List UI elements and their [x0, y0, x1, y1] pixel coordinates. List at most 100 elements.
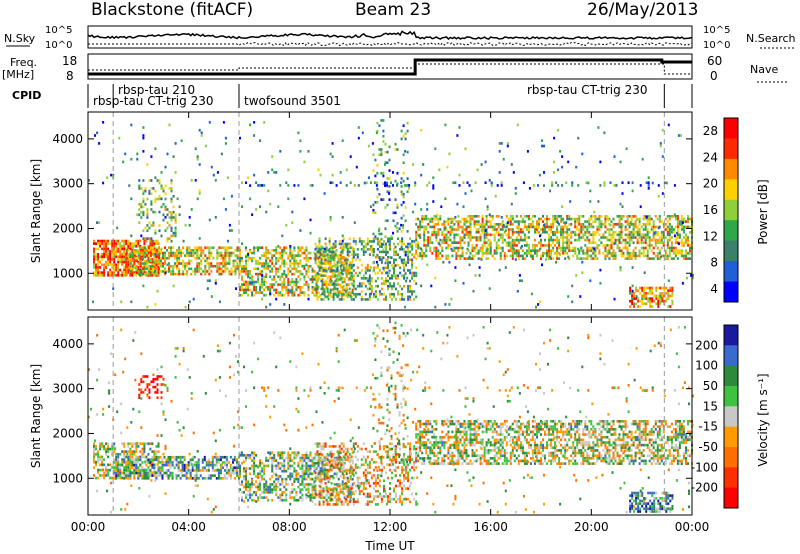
power-data-cell: [374, 201, 377, 204]
power-data-cell: [556, 230, 559, 234]
power-data-cell: [166, 263, 169, 267]
velocity-data-cell: [145, 463, 148, 467]
power-data-cell: [291, 272, 294, 276]
velocity-data-cell: [169, 466, 172, 470]
power-data-cell: [431, 252, 434, 255]
power-data-cell: [143, 266, 146, 269]
power-data-cell: [314, 253, 317, 256]
power-data-cell: [469, 230, 472, 234]
power-data-cell: [515, 236, 518, 239]
power-colorbar-tick: 12: [703, 229, 718, 243]
velocity-data-cell: [107, 471, 110, 475]
power-data-cell: [501, 241, 504, 245]
power-data-cell: [680, 252, 683, 255]
power-data-cell: [391, 274, 394, 278]
power-data-cell: [464, 221, 467, 224]
power-data-cell: [680, 244, 683, 247]
power-data-cell: [606, 236, 609, 239]
power-data-cell: [196, 157, 199, 161]
power-data-cell: [391, 298, 394, 301]
power-data-cell: [139, 239, 142, 243]
velocity-data-cell: [107, 474, 110, 477]
velocity-data-cell: [215, 461, 218, 464]
power-data-cell: [155, 272, 158, 276]
power-data-cell: [263, 121, 266, 124]
power-data-cell: [114, 255, 117, 259]
power-data-cell: [386, 203, 389, 207]
power-data-cell: [604, 244, 607, 247]
power-data-cell: [570, 249, 573, 253]
velocity-data-cell: [149, 461, 152, 464]
power-data-cell: [457, 233, 460, 237]
velocity-data-cell: [129, 461, 132, 464]
power-data-cell: [285, 286, 288, 289]
power-data-cell: [277, 259, 280, 263]
velocity-data-cell: [283, 451, 286, 455]
power-data-cell: [389, 240, 392, 243]
power-data-cell: [200, 246, 203, 250]
power-data-cell: [598, 244, 601, 247]
power-data-cell: [142, 205, 145, 209]
power-data-cell: [429, 241, 432, 245]
power-data-cell: [158, 259, 161, 263]
power-data-cell: [293, 262, 296, 265]
power-data-cell: [594, 252, 597, 255]
power-data-cell: [362, 248, 365, 251]
velocity-data-cell: [283, 464, 286, 468]
power-data-cell: [562, 225, 565, 229]
velocity-data-cell: [93, 466, 96, 469]
power-data-cell: [263, 254, 266, 257]
power-data-cell: [561, 155, 564, 158]
power-data-cell: [449, 238, 452, 242]
power-data-cell: [99, 274, 102, 277]
power-data-cell: [317, 275, 320, 279]
velocity-data-cell: [144, 375, 147, 378]
power-data-cell: [121, 244, 124, 248]
velocity-data-cell: [183, 466, 186, 470]
power-data-cell: [355, 165, 358, 169]
power-data-cell: [411, 240, 414, 243]
power-data-cell: [289, 249, 292, 252]
power-data-cell: [676, 233, 679, 237]
power-data-cell: [382, 129, 385, 133]
power-data-cell: [228, 259, 231, 263]
power-data-cell: [326, 277, 329, 280]
power-data-cell: [395, 274, 398, 278]
power-data-cell: [151, 274, 154, 277]
power-data-cell: [453, 217, 456, 221]
power-data-cell: [123, 266, 126, 269]
power-data-cell: [127, 249, 130, 252]
velocity-data-cell: [281, 464, 284, 468]
power-data-cell: [685, 241, 688, 245]
power-data-cell: [93, 271, 96, 274]
power-data-cell: [190, 249, 193, 252]
velocity-data-cell: [177, 466, 180, 470]
velocity-data-cell: [185, 474, 188, 477]
power-data-cell: [255, 272, 258, 276]
power-data-cell: [138, 179, 141, 182]
velocity-data-cell: [137, 445, 140, 448]
power-data-cell: [499, 257, 502, 260]
power-data-cell: [676, 252, 679, 255]
power-data-cell: [267, 249, 270, 252]
power-data-cell: [136, 157, 139, 161]
power-data-cell: [638, 223, 641, 226]
velocity-data-cell: [145, 471, 148, 475]
power-data-cell: [143, 246, 146, 250]
power-data-cell: [495, 228, 498, 231]
power-data-cell: [671, 289, 674, 292]
power-data-cell: [628, 233, 631, 237]
velocity-data-cell: [161, 461, 164, 464]
velocity-data-cell: [149, 458, 152, 461]
velocity-data-cell: [211, 466, 214, 470]
power-data-cell: [111, 266, 114, 269]
power-data-cell: [380, 261, 383, 264]
velocity-data-cell: [275, 459, 278, 462]
power-data-cell: [513, 230, 516, 234]
power-data-cell: [226, 246, 229, 250]
velocity-data-cell: [271, 461, 274, 465]
power-data-cell: [546, 252, 549, 255]
power-data-cell: [626, 252, 629, 255]
power-data-cell: [283, 293, 286, 297]
power-data-cell: [131, 251, 134, 255]
